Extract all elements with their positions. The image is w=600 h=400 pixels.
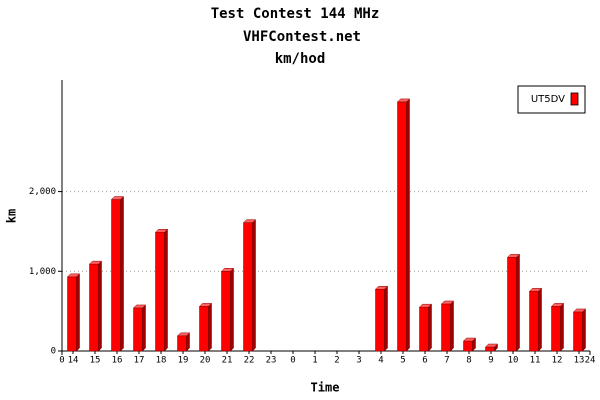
bar-top [66, 273, 81, 278]
x-category-label: 15 [90, 356, 101, 366]
bar-top [88, 260, 103, 265]
x-category-label: 4 [378, 356, 383, 366]
bar [551, 306, 561, 352]
bar [199, 306, 209, 352]
x-category-label: 12 [552, 356, 563, 366]
x-category-label: 23 [266, 356, 277, 366]
bar-top [572, 308, 587, 313]
bar [573, 311, 583, 352]
bar-side [142, 304, 146, 352]
y-tick-label: 1,000 [29, 267, 56, 277]
bar [529, 290, 539, 352]
bar [177, 335, 187, 352]
bar-side [428, 303, 432, 352]
x-category-label: 5 [400, 356, 405, 366]
legend-label: UT5DV [531, 94, 565, 105]
bar [243, 222, 253, 352]
bar-top [462, 337, 477, 342]
chart-subtitle: VHFContest.net [243, 29, 361, 45]
bar-side [98, 260, 102, 352]
bar [419, 306, 429, 352]
bar [155, 231, 165, 352]
bar-top [418, 303, 433, 308]
bar-top [154, 228, 169, 233]
bar-side [582, 308, 586, 352]
bar-top [374, 285, 389, 290]
bar-side [538, 287, 542, 352]
x-category-label: 8 [466, 356, 471, 366]
bar-side [76, 273, 80, 352]
y-tick-label: 2,000 [29, 187, 56, 197]
bar-top [198, 303, 213, 307]
bar-side [560, 302, 564, 352]
bar-side [252, 219, 256, 352]
x-category-label: 1 [312, 356, 317, 366]
x-category-label: 22 [244, 356, 255, 366]
bar [375, 288, 385, 352]
x-axis-label: Time [311, 381, 340, 395]
x-category-label: 0 [290, 356, 295, 366]
bar [67, 276, 77, 352]
bar-side [384, 285, 388, 352]
bar-top [506, 254, 521, 258]
bar-side [208, 302, 212, 352]
bar-top [132, 304, 147, 309]
bar [89, 263, 99, 352]
bar-top [440, 300, 455, 305]
bar [221, 271, 231, 352]
chart-unit-title: km/hod [275, 51, 326, 67]
bar-top [484, 343, 499, 348]
bar-side [450, 300, 454, 352]
y-tick-label: 0 [51, 347, 56, 357]
bar [507, 257, 517, 352]
bar-top [528, 287, 543, 292]
x-category-label: 11 [530, 356, 541, 366]
bar-side [516, 253, 520, 352]
bar [485, 346, 495, 352]
bar-side [120, 195, 124, 352]
x-category-label: 16 [112, 356, 123, 366]
x-tick-label: 0 [59, 356, 64, 366]
bar-top [550, 303, 565, 307]
bar-side [164, 228, 168, 352]
bar-top [396, 98, 411, 103]
bar-top [110, 196, 125, 200]
x-tick-label: 24 [585, 356, 596, 366]
bar [111, 199, 121, 352]
x-category-label: 13 [574, 356, 585, 366]
x-category-label: 10 [508, 356, 519, 366]
bar-side [230, 267, 234, 352]
x-category-label: 9 [488, 356, 493, 366]
x-category-label: 7 [444, 356, 449, 366]
x-category-label: 2 [334, 356, 339, 366]
bar [441, 303, 451, 352]
x-category-label: 17 [134, 356, 145, 366]
bar-top [176, 332, 191, 337]
bar-side [406, 98, 410, 352]
chart-title: Test Contest 144 MHz [211, 6, 380, 22]
bar [133, 307, 143, 352]
x-category-label: 20 [200, 356, 211, 366]
legend-swatch [570, 92, 579, 106]
bar-top [242, 219, 257, 223]
x-category-label: 3 [356, 356, 361, 366]
x-category-label: 6 [422, 356, 427, 366]
bar [463, 340, 473, 352]
y-axis-label: km [5, 209, 19, 223]
bar-top [220, 268, 235, 272]
x-category-label: 14 [68, 356, 79, 366]
x-category-label: 18 [156, 356, 167, 366]
x-category-label: 21 [222, 356, 233, 366]
bar [397, 101, 407, 352]
x-category-label: 19 [178, 356, 189, 366]
